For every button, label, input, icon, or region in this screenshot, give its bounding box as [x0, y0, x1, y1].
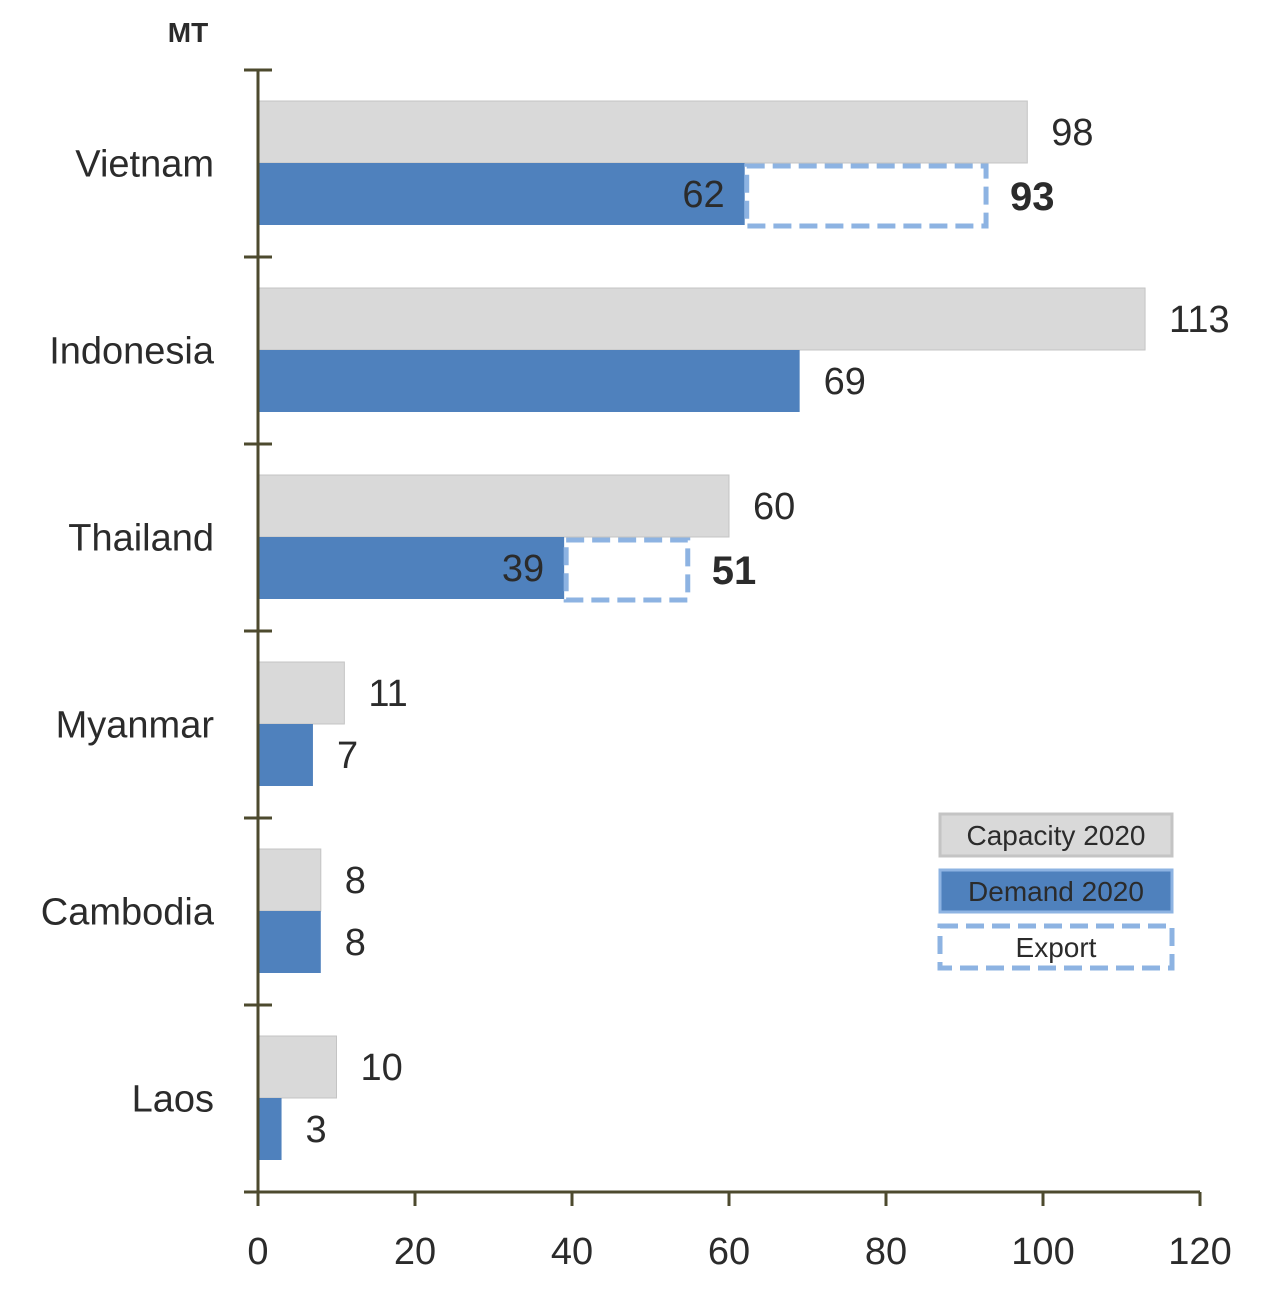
unit-label: MT — [168, 17, 208, 48]
bar-demand-indonesia — [258, 350, 800, 412]
bar-capacity-vietnam — [257, 100, 1028, 164]
axes-group: 0 20 40 60 80 100 120 — [244, 68, 1232, 1273]
category-label-myanmar: Myanmar — [56, 705, 215, 747]
category-label-indonesia: Indonesia — [49, 331, 215, 373]
total-label-thailand: 51 — [712, 549, 757, 593]
category-label-thailand: Thailand — [68, 518, 214, 560]
bar-demand-myanmar — [258, 724, 313, 786]
category-label-vietnam: Vietnam — [75, 144, 214, 186]
value-label-demand-cambodia: 8 — [345, 922, 366, 964]
bar-demand-cambodia — [258, 911, 321, 973]
x-tick-label: 120 — [1168, 1231, 1231, 1273]
value-label-demand-indonesia: 69 — [824, 361, 866, 403]
bar-export-vietnam — [744, 163, 989, 229]
x-tick-label: 40 — [551, 1231, 593, 1273]
legend-item-capacity-label: Capacity 2020 — [966, 820, 1145, 851]
legend-item-demand-swatch — [938, 868, 1174, 914]
category-label-cambodia: Cambodia — [41, 892, 215, 934]
value-label-capacity-cambodia: 8 — [345, 860, 366, 902]
value-label-capacity-vietnam: 98 — [1051, 112, 1093, 154]
bar-export-thailand — [563, 537, 691, 603]
value-label-demand-thailand: 39 — [502, 548, 544, 590]
legend: Capacity 2020 Demand 2020 Export — [937, 812, 1175, 971]
value-label-demand-vietnam: 62 — [682, 174, 724, 216]
value-label-capacity-myanmar: 11 — [368, 673, 407, 715]
category-label-laos: Laos — [132, 1079, 214, 1121]
legend-item-export-swatch — [937, 923, 1175, 971]
legend-item-export-label: Export — [1016, 932, 1097, 963]
bars-group — [257, 100, 1146, 1160]
x-tick-label: 80 — [865, 1231, 907, 1273]
bar-capacity-thailand — [257, 474, 730, 538]
x-tick-label: 100 — [1011, 1231, 1074, 1273]
value-label-demand-myanmar: 7 — [337, 735, 358, 777]
bar-demand-laos — [258, 1098, 282, 1160]
bar-capacity-myanmar — [257, 661, 345, 725]
x-tick-label: 0 — [247, 1231, 268, 1273]
value-label-capacity-thailand: 60 — [753, 486, 795, 528]
value-label-capacity-laos: 10 — [361, 1047, 403, 1089]
value-label-demand-laos: 3 — [306, 1109, 327, 1151]
bar-demand-vietnam — [258, 163, 745, 225]
bar-capacity-laos — [257, 1035, 337, 1099]
bar-demand-thailand — [258, 537, 565, 599]
value-label-capacity-indonesia: 113 — [1169, 299, 1230, 341]
legend-item-capacity-swatch — [938, 812, 1174, 858]
bar-capacity-cambodia — [257, 848, 322, 912]
bar-capacity-indonesia — [257, 287, 1146, 351]
total-label-vietnam: 93 — [1010, 175, 1055, 219]
legend-item-demand-label: Demand 2020 — [968, 876, 1144, 907]
x-tick-label: 60 — [708, 1231, 750, 1273]
x-tick-label: 20 — [394, 1231, 436, 1273]
